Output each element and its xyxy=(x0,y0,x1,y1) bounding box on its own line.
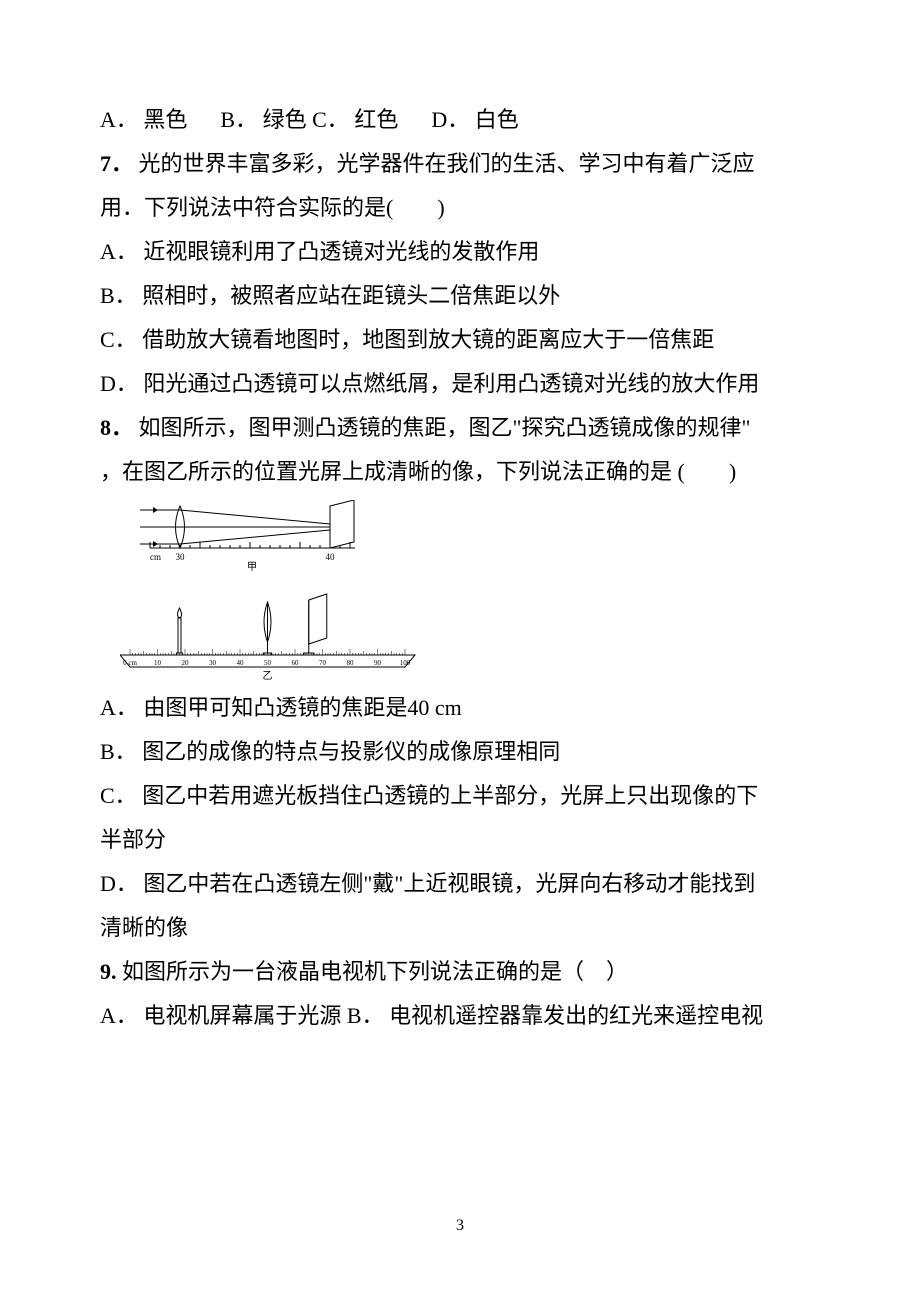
q7-C-text: 借助放大镜看地图时，地图到放大镜的距离应大于一倍焦距 xyxy=(142,327,714,352)
page-number: 3 xyxy=(0,1210,920,1242)
q9-B-text: 电视机遥控器靠发出的红光来遥控电视 xyxy=(389,1003,763,1028)
q9-stem: 9. 如图所示为一台液晶电视机下列说法正确的是（ ） xyxy=(100,950,820,994)
q7-D-text: 阳光通过凸透镜可以点燃纸屑，是利用凸透镜对光线的放大作用 xyxy=(143,371,759,396)
q8-B-text: 图乙的成像的特点与投影仪的成像原理相同 xyxy=(142,739,560,764)
q8-C-label: C． xyxy=(100,783,137,808)
q7-B-label: B． xyxy=(100,283,137,308)
svg-text:30: 30 xyxy=(209,659,217,667)
q8-A-label: A． xyxy=(100,695,138,720)
q8-stem1: 如图所示，图甲测凸透镜的焦距，图乙"探究凸透镜成像的规律" xyxy=(139,415,751,440)
q9-optAB: A． 电视机屏幕属于光源 B． 电视机遥控器靠发出的红光来遥控电视 xyxy=(100,994,820,1038)
q9-number: 9. xyxy=(100,959,117,984)
q7-C-label: C． xyxy=(100,327,137,352)
svg-text:10: 10 xyxy=(154,659,162,667)
q9-B-label: B． xyxy=(347,1003,384,1028)
q7-number: 7． xyxy=(100,151,133,176)
q8-stem-line2: ，在图乙所示的位置光屏上成清晰的像，下列说法正确的是 ( ) xyxy=(100,450,820,494)
q8-A-text: 由图甲可知凸透镜的焦距是40 cm xyxy=(143,695,461,720)
q8-stem-line1: 8． 如图所示，图甲测凸透镜的焦距，图乙"探究凸透镜成像的规律" xyxy=(100,406,820,450)
q7-optC: C． 借助放大镜看地图时，地图到放大镜的距离应大于一倍焦距 xyxy=(100,318,820,362)
q7-optB: B． 照相时，被照者应站在距镜头二倍焦距以外 xyxy=(100,274,820,318)
q7-optD: D． 阳光通过凸透镜可以点燃纸屑，是利用凸透镜对光线的放大作用 xyxy=(100,362,820,406)
q8-optD-line1: D． 图乙中若在凸透镜左侧"戴"上近视眼镜，光屏向右移动才能找到 xyxy=(100,862,820,906)
q7-B-text: 照相时，被照者应站在距镜头二倍焦距以外 xyxy=(142,283,560,308)
q6-B-label: B． xyxy=(220,107,257,132)
q6-A-text: 黑色 xyxy=(143,107,187,132)
svg-text:cm: cm xyxy=(150,552,161,562)
q8-B-label: B． xyxy=(100,739,137,764)
q8-D-label: D． xyxy=(100,871,138,896)
svg-text:30: 30 xyxy=(176,552,186,562)
svg-text:100: 100 xyxy=(400,659,411,667)
page: A． 黑色 B． 绿色 C． 红色 D． 白色 7． 光的世界丰富多彩，光学器件… xyxy=(0,0,920,1302)
q6-D-label: D． xyxy=(431,107,469,132)
q8-diagram: cm 30 40 甲 0 cm 10 20 30 40 50 60 70 80 90 100 乙 xyxy=(120,500,420,680)
q6-A-label: A． xyxy=(100,107,138,132)
svg-text:乙: 乙 xyxy=(263,670,273,680)
q7-stem-line2: 用．下列说法中符合实际的是( ) xyxy=(100,186,820,230)
q9-stem-text: 如图所示为一台液晶电视机下列说法正确的是（ ） xyxy=(122,959,628,984)
svg-text:0 cm: 0 cm xyxy=(123,659,137,667)
q7-D-label: D． xyxy=(100,371,138,396)
q8-C-text: 图乙中若用遮光板挡住凸透镜的上半部分，光屏上只出现像的下 xyxy=(142,783,758,808)
q8-optB: B． 图乙的成像的特点与投影仪的成像原理相同 xyxy=(100,730,820,774)
q9-A-text: 电视机屏幕属于光源 xyxy=(143,1003,341,1028)
q8-optD-line2: 清晰的像 xyxy=(100,906,820,950)
svg-text:40: 40 xyxy=(237,659,245,667)
q7-stem1: 光的世界丰富多彩，光学器件在我们的生活、学习中有着广泛应 xyxy=(139,151,755,176)
svg-text:甲: 甲 xyxy=(247,562,257,573)
q8-number: 8． xyxy=(100,415,133,440)
q6-D-text: 白色 xyxy=(475,107,519,132)
q8-D-text: 图乙中若在凸透镜左侧"戴"上近视眼镜，光屏向右移动才能找到 xyxy=(143,871,755,896)
q8-optC-line2: 半部分 xyxy=(100,818,820,862)
q7-A-text: 近视眼镜利用了凸透镜对光线的发散作用 xyxy=(143,239,539,264)
svg-text:70: 70 xyxy=(319,659,327,667)
q6-C-text: 红色 xyxy=(354,107,398,132)
svg-text:60: 60 xyxy=(292,659,300,667)
q7-optA: A． 近视眼镜利用了凸透镜对光线的发散作用 xyxy=(100,230,820,274)
q7-stem-line1: 7． 光的世界丰富多彩，光学器件在我们的生活、学习中有着广泛应 xyxy=(100,142,820,186)
q8-figure: cm 30 40 甲 0 cm 10 20 30 40 50 60 70 80 90 100 乙 xyxy=(120,500,820,680)
q6-B-text: 绿色 xyxy=(263,107,307,132)
svg-text:40: 40 xyxy=(326,552,336,562)
svg-text:50: 50 xyxy=(264,659,272,667)
svg-text:90: 90 xyxy=(374,659,382,667)
svg-text:80: 80 xyxy=(347,659,355,667)
svg-text:20: 20 xyxy=(182,659,190,667)
q8-optA: A． 由图甲可知凸透镜的焦距是40 cm xyxy=(100,686,820,730)
q8-optC-line1: C． 图乙中若用遮光板挡住凸透镜的上半部分，光屏上只出现像的下 xyxy=(100,774,820,818)
q7-A-label: A． xyxy=(100,239,138,264)
q6-options: A． 黑色 B． 绿色 C． 红色 D． 白色 xyxy=(100,98,820,142)
q9-A-label: A． xyxy=(100,1003,138,1028)
q6-C-label: C． xyxy=(312,107,349,132)
